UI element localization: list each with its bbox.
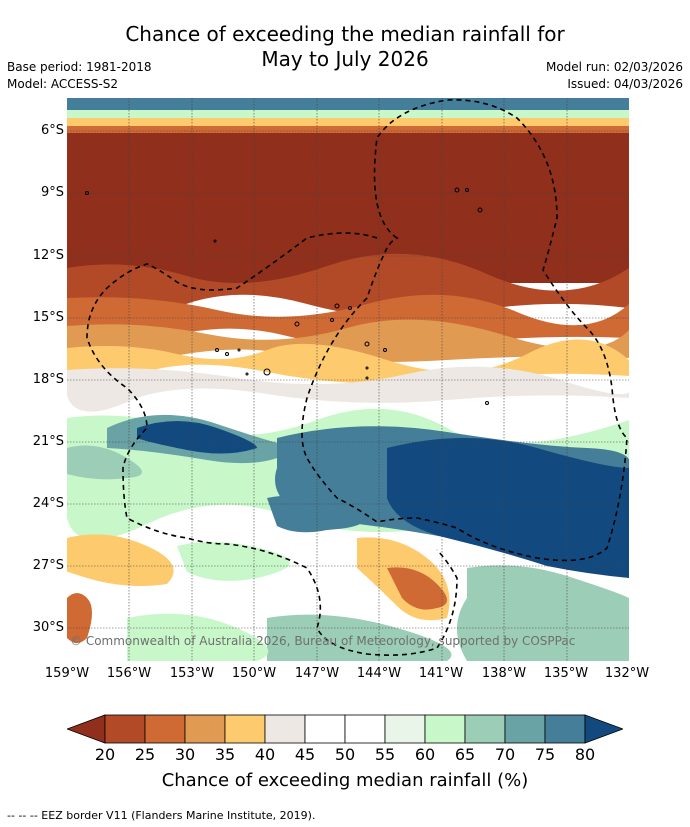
colorbar-cell <box>144 714 186 744</box>
colorbar-cell <box>384 714 426 744</box>
issued-text: Issued: 04/03/2026 <box>567 77 683 91</box>
colorbar-tick-label: 30 <box>174 745 196 764</box>
colorbar-cell <box>184 714 226 744</box>
lon-label: 141°W <box>418 666 464 681</box>
lon-label: 156°W <box>106 666 152 681</box>
lat-label: 12°S <box>32 248 64 263</box>
colorbar-cell <box>224 714 266 744</box>
colorbar-tick-label: 80 <box>574 745 596 764</box>
lat-label: 15°S <box>32 310 64 325</box>
map-title: Chance of exceeding the median rainfall … <box>0 22 690 72</box>
colorbar-tick-label: 75 <box>534 745 556 764</box>
colorbar-extend-low <box>67 714 106 744</box>
colorbar-cell <box>544 714 586 744</box>
colorbar-extend-high <box>584 714 623 744</box>
lat-label: 24°S <box>32 496 64 511</box>
base-period-text: Base period: 1981-2018 <box>7 60 152 74</box>
colorbar-cell <box>464 714 506 744</box>
lon-label: 147°W <box>294 666 340 681</box>
model-run-text: Model run: 02/03/2026 <box>545 60 683 74</box>
colorbar-tick-label: 70 <box>494 745 516 764</box>
colorbar-tick-label: 65 <box>454 745 476 764</box>
lon-label: 144°W <box>356 666 402 681</box>
colorbar-title: Chance of exceeding median rainfall (%) <box>161 770 529 791</box>
lat-label: 18°S <box>32 372 64 387</box>
lat-label: 6°S <box>40 123 64 138</box>
colorbar-tick-label: 25 <box>134 745 156 764</box>
lat-label: 9°S <box>40 185 64 200</box>
run-info: Model run: 02/03/2026 Issued: 04/03/2026 <box>546 59 683 93</box>
colorbar <box>67 714 623 744</box>
colorbar-tick-label: 20 <box>94 745 116 764</box>
colorbar-tick-label: 35 <box>214 745 236 764</box>
eez-footnote: -- -- -- EEZ border V11 (Flanders Marine… <box>7 809 316 822</box>
colorbar-tick-label: 60 <box>414 745 436 764</box>
copyright-text: © Commonwealth of Australia 2026, Bureau… <box>70 634 576 648</box>
title-line-2: May to July 2026 <box>261 47 429 71</box>
lat-label: 30°S <box>32 620 64 635</box>
colorbar-tick-label: 50 <box>334 745 356 764</box>
title-line-1: Chance of exceeding the median rainfall … <box>125 22 565 46</box>
colorbar-tick-label: 40 <box>254 745 276 764</box>
lon-label: 150°W <box>231 666 277 681</box>
lon-label: 132°W <box>604 666 650 681</box>
lon-label: 159°W <box>44 666 90 681</box>
colorbar-cell <box>304 714 346 744</box>
lat-label: 21°S <box>32 434 64 449</box>
colorbar-tick-label: 55 <box>374 745 396 764</box>
lat-label: 27°S <box>32 558 64 573</box>
lon-label: 138°W <box>481 666 527 681</box>
colorbar-cell <box>264 714 306 744</box>
lon-label: 153°W <box>169 666 215 681</box>
colorbar-tick-label: 45 <box>294 745 316 764</box>
model-text: Model: ACCESS-S2 <box>7 77 119 91</box>
model-info: Base period: 1981-2018 Model: ACCESS-S2 <box>7 59 152 93</box>
colorbar-cell <box>104 714 146 744</box>
colorbar-cell <box>344 714 386 744</box>
colorbar-cell <box>424 714 466 744</box>
lon-label: 135°W <box>543 666 589 681</box>
rainfall-map <box>67 98 629 661</box>
colorbar-cell <box>504 714 546 744</box>
